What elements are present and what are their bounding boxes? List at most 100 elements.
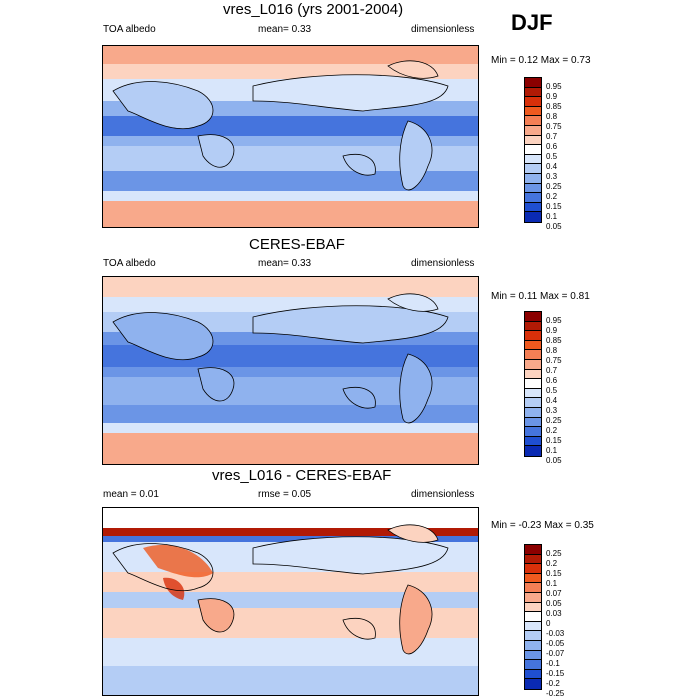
panel1-level: 0.5 [546,152,558,161]
panel1-level: 0.8 [546,112,558,121]
panel2-swatch [525,359,541,370]
panel3-minmax: Min = -0.23 Max = 0.35 [491,520,594,531]
panel3-level: -0.2 [546,679,560,688]
panel1-swatch [525,116,541,126]
panel3-map [102,507,479,696]
panel3-swatch [525,545,541,555]
panel3-swatch [525,612,541,622]
panel1-level: 0.4 [546,162,558,171]
panel1-left-label: TOA albedo [103,24,156,35]
panel3-level: 0.15 [546,569,562,578]
panel3-rmse: rmse = 0.05 [258,489,312,500]
panel3-swatch [525,602,541,613]
panel2-level: 0.85 [546,336,562,345]
panel2-swatch [525,427,541,437]
panel1-swatch [525,154,541,165]
panel2-minmax: Min = 0.11 Max = 0.81 [491,291,590,302]
panel1-level: 0.2 [546,192,558,201]
panel2-level: 0.95 [546,316,562,325]
panel3-level: 0.2 [546,559,558,568]
panel2-left-label: TOA albedo [103,258,156,269]
panel3-swatch [525,583,541,593]
panel1-level: 0.1 [546,212,558,221]
panel1-level: 0.75 [546,122,562,131]
panel3-swatch [525,640,541,651]
panel2-title: CERES-EBAF [249,236,345,253]
panel3-swatch [525,573,541,584]
panel1-swatch [525,125,541,136]
panel3-level: -0.1 [546,659,560,668]
panel3-colorbar-labels: 0.25 0.2 0.15 0.1 0.07 0.05 0.03 0 -0.03… [546,549,564,699]
panel2-level: 0.2 [546,426,558,435]
panel2-swatch [525,436,541,447]
panel3-level: -0.05 [546,639,565,648]
panel1-swatch [525,164,541,174]
panel3-level: -0.15 [546,669,565,678]
panel2-swatch [525,446,541,456]
panel1-swatch [525,212,541,222]
panel2-map-graphic [103,277,478,464]
panel2-level: 0.4 [546,396,558,405]
panel2-level: 0.3 [546,406,558,415]
panel1-level: 0.7 [546,132,558,141]
panel3-mean: mean = 0.01 [103,489,159,500]
panel2-colorbar [524,311,542,457]
panel3-level: -0.03 [546,629,565,638]
panel2-swatch [525,398,541,408]
panel2-swatch [525,417,541,428]
panel1-level: 0.15 [546,202,562,211]
panel2-level: 0.7 [546,366,558,375]
panel1-colorbar-labels: 0.95 0.9 0.85 0.8 0.75 0.7 0.6 0.5 0.4 0… [546,82,562,232]
panel1-swatch [525,87,541,98]
panel1-map [102,45,479,228]
panel3-swatch [525,650,541,661]
panel3-units: dimensionless [411,489,475,500]
panel1-swatch [525,193,541,203]
panel1-swatch [525,78,541,88]
panel3-level: 0.25 [546,549,562,558]
panel2-mean: mean= 0.33 [258,258,312,269]
panel2-level: 0.75 [546,356,562,365]
panel2-swatch [525,369,541,380]
panel1-swatch [525,135,541,146]
panel3-level: 0.03 [546,609,562,618]
panel3-swatch [525,679,541,689]
panel3-level: -0.07 [546,649,565,658]
panel2-swatch [525,388,541,399]
panel1-map-graphic [103,46,478,227]
panel1-level: 0.95 [546,82,562,91]
panel3-swatch [525,669,541,680]
panel3-level: 0.1 [546,579,558,588]
panel1-level: 0.6 [546,142,558,151]
panel1-swatch [525,97,541,107]
panel3-swatch [525,554,541,565]
panel3-swatch [525,660,541,670]
panel1-mean: mean= 0.33 [258,24,312,35]
panel1-units: dimensionless [411,24,475,35]
panel1-level: 0.85 [546,102,562,111]
panel2-swatch [525,407,541,418]
panel1-level: 0.25 [546,182,562,191]
panel3-level: -0.25 [546,689,565,698]
panel1-colorbar [524,77,542,223]
season-label: DJF [511,10,553,35]
panel1-level: 0.05 [546,222,562,231]
panel3-swatch [525,592,541,603]
panel2-level: 0.6 [546,376,558,385]
panel3-map-graphic [103,508,478,695]
panel3-title: vres_L016 - CERES-EBAF [212,467,392,484]
panel2-swatch [525,321,541,332]
panel3-level: 0.05 [546,599,562,608]
panel1-minmax: Min = 0.12 Max = 0.73 [491,55,591,66]
panel3-level: 0.07 [546,589,562,598]
panel2-level: 0.9 [546,326,558,335]
panel2-swatch [525,331,541,341]
panel1-swatch [525,202,541,213]
panel2-level: 0.15 [546,436,562,445]
panel2-map [102,276,479,465]
panel1-level: 0.3 [546,172,558,181]
panel1-level: 0.9 [546,92,558,101]
panel3-swatch [525,621,541,632]
panel2-level: 0.5 [546,386,558,395]
panel1-swatch [525,145,541,155]
